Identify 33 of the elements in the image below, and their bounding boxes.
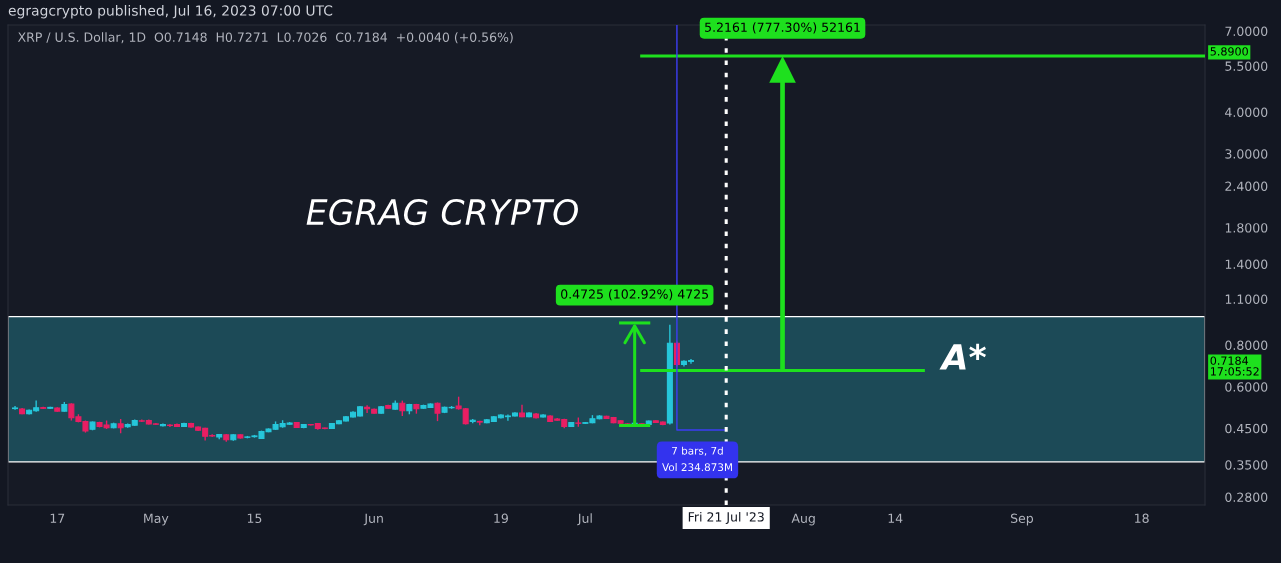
text: XRP / U.S. Dollar, 1D O0.7148 H0.7271 L0.7026 C0.7184 +0.0040 (+0.56%) (17, 32, 513, 44)
y-tick-label: 2.4000 (1225, 181, 1268, 191)
y-tick-label: 7.0000 (1225, 26, 1268, 36)
y-tick-label: 0.6000 (1225, 382, 1268, 392)
chart-title: egragcrypto published, Jul 16, 2023 07:00 UTC (8, 5, 333, 19)
text: 0.7184 17:05:52 (1210, 356, 1259, 376)
annotation: 0.4725 (102.92%) 4725 (561, 289, 709, 301)
y-tick-label: 0.4500 (1225, 423, 1268, 434)
annotation: EGRAG CRYPTO (306, 198, 578, 226)
x-tick-label: Jun (363, 513, 383, 526)
annotation: 5.2161 (777.30%) 52161 (705, 22, 860, 34)
annotation: 7 bars, 7d Vol 234.873M (662, 446, 732, 472)
y-tick-label: 0.3500 (1225, 460, 1268, 470)
y-tick-label: 5.5000 (1225, 61, 1268, 71)
x-tick-label: May (144, 513, 169, 526)
y-tick-label: 3.0000 (1225, 149, 1268, 159)
x-tick-label: 18 (1135, 513, 1149, 524)
annotation: A* (939, 343, 986, 370)
x-tick-label: 19 (494, 513, 508, 524)
y-tick-label: 0.8000 (1225, 340, 1268, 350)
y-tick-label: 4.0000 (1225, 107, 1268, 118)
y-tick-label: 1.4000 (1225, 259, 1268, 269)
x-tick-label: 14 (888, 513, 903, 523)
x-tick-label: Sep (1010, 513, 1034, 526)
x-tick-label: Aug (791, 513, 815, 526)
x-tick-label: 15 (247, 513, 262, 524)
x-tick-label: Jul (577, 513, 592, 526)
x-tick-label: 17 (50, 513, 65, 523)
text: 5.8900 (1210, 47, 1248, 56)
ref-line-label: Fri 21 Jul '23 (688, 511, 764, 524)
y-tick-label: 1.1000 (1225, 294, 1268, 304)
y-tick-label: 1.8000 (1225, 223, 1268, 233)
y-tick-label: 0.2800 (1225, 492, 1268, 502)
